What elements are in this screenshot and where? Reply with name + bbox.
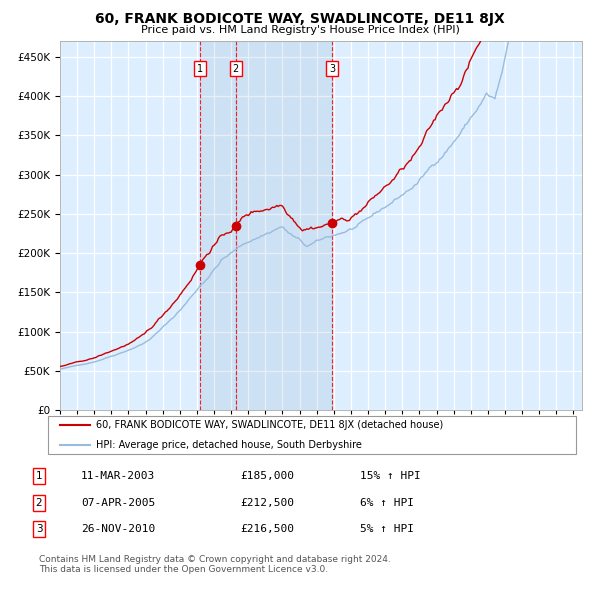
Text: 1: 1 [197, 64, 203, 74]
Text: Contains HM Land Registry data © Crown copyright and database right 2024.
This d: Contains HM Land Registry data © Crown c… [39, 555, 391, 574]
Text: 2: 2 [35, 498, 43, 507]
Text: 6% ↑ HPI: 6% ↑ HPI [360, 498, 414, 507]
Text: 1: 1 [35, 471, 43, 481]
Bar [200, 41, 236, 410]
Text: £216,500: £216,500 [240, 525, 294, 534]
Bar [236, 41, 332, 410]
Text: 07-APR-2005: 07-APR-2005 [81, 498, 155, 507]
Text: HPI: Average price, detached house, South Derbyshire: HPI: Average price, detached house, Sout… [96, 440, 362, 450]
Text: 15% ↑ HPI: 15% ↑ HPI [360, 471, 421, 481]
Text: 60, FRANK BODICOTE WAY, SWADLINCOTE, DE11 8JX (detached house): 60, FRANK BODICOTE WAY, SWADLINCOTE, DE1… [96, 420, 443, 430]
Text: 11-MAR-2003: 11-MAR-2003 [81, 471, 155, 481]
Text: 3: 3 [329, 64, 335, 74]
Text: £212,500: £212,500 [240, 498, 294, 507]
Text: £185,000: £185,000 [240, 471, 294, 481]
Text: 60, FRANK BODICOTE WAY, SWADLINCOTE, DE11 8JX: 60, FRANK BODICOTE WAY, SWADLINCOTE, DE1… [95, 12, 505, 26]
Text: 3: 3 [35, 525, 43, 534]
Text: Price paid vs. HM Land Registry's House Price Index (HPI): Price paid vs. HM Land Registry's House … [140, 25, 460, 35]
Text: 26-NOV-2010: 26-NOV-2010 [81, 525, 155, 534]
Text: 2: 2 [233, 64, 239, 74]
Text: 5% ↑ HPI: 5% ↑ HPI [360, 525, 414, 534]
